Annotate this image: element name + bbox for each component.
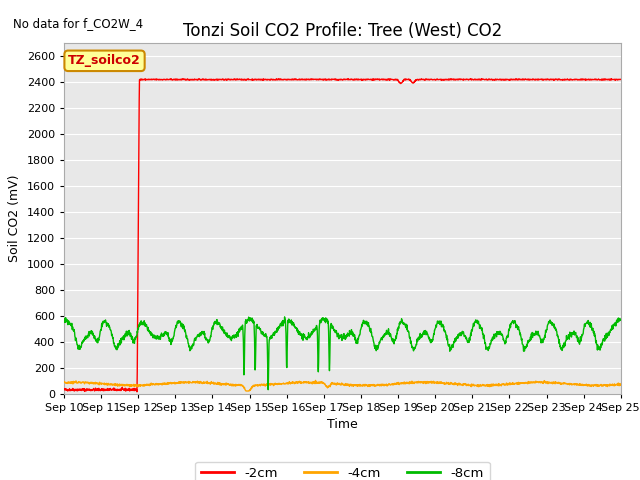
X-axis label: Time: Time [327,418,358,431]
Text: No data for f_CO2W_4: No data for f_CO2W_4 [13,17,143,30]
Title: Tonzi Soil CO2 Profile: Tree (West) CO2: Tonzi Soil CO2 Profile: Tree (West) CO2 [183,22,502,40]
Legend: -2cm, -4cm, -8cm: -2cm, -4cm, -8cm [195,462,490,480]
Y-axis label: Soil CO2 (mV): Soil CO2 (mV) [8,175,21,262]
Text: TZ_soilco2: TZ_soilco2 [68,54,141,67]
